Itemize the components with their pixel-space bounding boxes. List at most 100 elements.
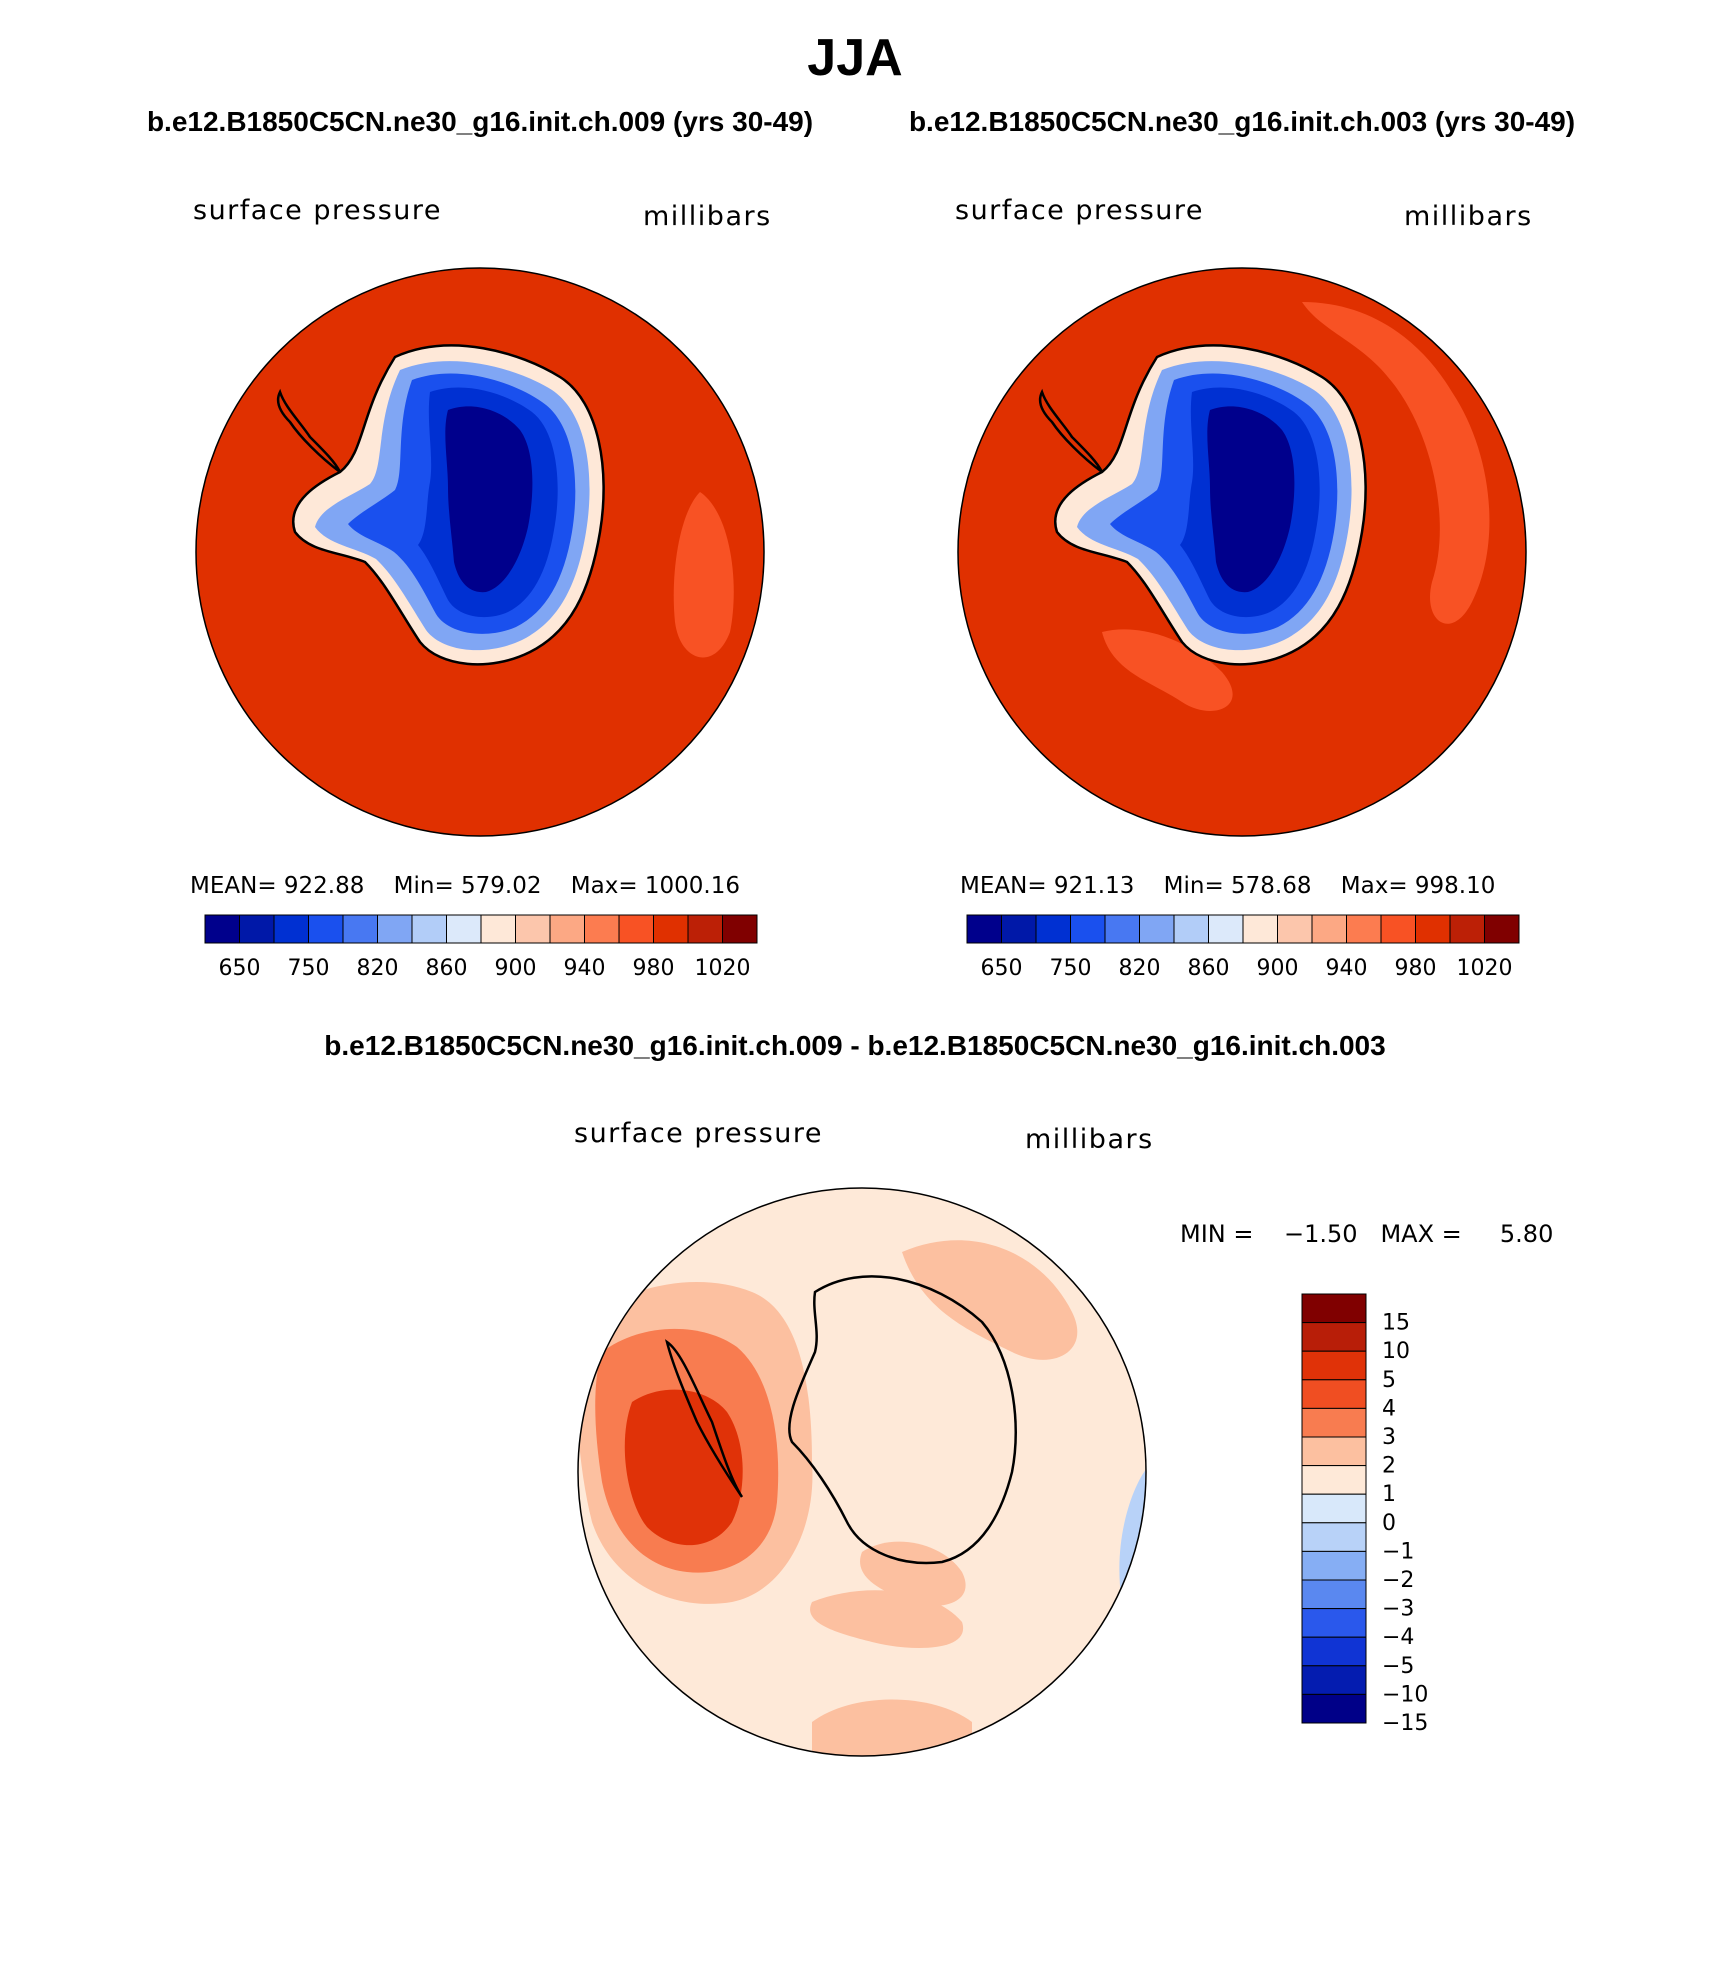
colorbar-swatch bbox=[1001, 914, 1037, 944]
colorbar-swatch bbox=[1070, 914, 1106, 944]
coastline bbox=[276, 344, 605, 666]
colorbar-swatch bbox=[1301, 1379, 1367, 1409]
map-boundary bbox=[957, 267, 1527, 837]
difference-title: b.e12.B1850C5CN.ne30_g16.init.ch.009 - b… bbox=[324, 1030, 1386, 1061]
colorbar-tick-label: 10 bbox=[1382, 1339, 1410, 1364]
colorbar-swatch bbox=[204, 914, 240, 944]
colorbar-tick-label: 3 bbox=[1382, 1425, 1396, 1450]
colorbar-swatch bbox=[1301, 1579, 1367, 1610]
colorbar-tick-label: −10 bbox=[1382, 1682, 1428, 1707]
colorbar-swatch bbox=[1301, 1493, 1367, 1524]
panel-1-case-title: b.e12.B1850C5CN.ne30_g16.init.ch.009 (yr… bbox=[146, 106, 814, 137]
colorbar-swatch bbox=[1301, 1608, 1367, 1638]
colorbar-tick-label: 4 bbox=[1382, 1396, 1396, 1421]
colorbar-swatch bbox=[1208, 914, 1244, 944]
colorbar-tick-label: 1020 bbox=[695, 956, 751, 981]
colorbar-swatch bbox=[966, 914, 1002, 944]
colorbar-swatch bbox=[1449, 914, 1485, 944]
colorbar-swatch bbox=[1301, 1322, 1367, 1352]
colorbar-swatch bbox=[1484, 914, 1520, 944]
pressure-contour bbox=[1102, 629, 1233, 711]
colorbar-tick-label: 900 bbox=[495, 956, 537, 981]
colorbar-swatch bbox=[1311, 914, 1347, 944]
panel-1-max: Max= 1000.16 bbox=[570, 873, 741, 899]
colorbar-swatch bbox=[1301, 1407, 1367, 1438]
difference-contour bbox=[860, 1541, 966, 1606]
colorbar-swatch bbox=[1380, 914, 1416, 944]
colorbar-swatch bbox=[1415, 914, 1451, 944]
difference-contour bbox=[812, 1699, 972, 1756]
colorbar-swatch bbox=[1277, 914, 1313, 944]
colorbar-tick-label: 860 bbox=[1188, 956, 1230, 981]
coastline bbox=[1038, 344, 1367, 666]
colorbar-tick-label: 820 bbox=[357, 956, 399, 981]
colorbar-tick-label: 0 bbox=[1382, 1511, 1396, 1536]
colorbar-tick-label: 750 bbox=[288, 956, 330, 981]
panel-2-min: Min= 578.68 bbox=[1163, 873, 1312, 899]
colorbar-tick-label: 5 bbox=[1382, 1368, 1396, 1393]
colorbar-tick-label: −4 bbox=[1382, 1625, 1414, 1650]
colorbar-tick-label: 980 bbox=[1395, 956, 1437, 981]
panel-2-mean: MEAN= 921.13 bbox=[960, 873, 1135, 899]
colorbar-swatch bbox=[1301, 1350, 1367, 1381]
colorbar-tick-label: 650 bbox=[219, 956, 261, 981]
panel-2-units-label: millibars bbox=[1404, 201, 1533, 232]
colorbar-tick-label: −15 bbox=[1382, 1711, 1428, 1736]
panel-1-min: Min= 579.02 bbox=[393, 873, 542, 899]
colorbar-swatch bbox=[411, 914, 447, 944]
difference-minmax: MIN = −1.50 MAX = 5.80 bbox=[1180, 1220, 1553, 1248]
pressure-contour bbox=[1207, 406, 1295, 593]
colorbar-tick-label: 860 bbox=[426, 956, 468, 981]
panel-2-variable-label: surface pressure bbox=[955, 195, 1204, 226]
colorbar-swatch bbox=[377, 914, 413, 944]
colorbar-swatch bbox=[342, 914, 378, 944]
colorbar-tick-label: 2 bbox=[1382, 1454, 1396, 1479]
map-boundary bbox=[195, 267, 765, 837]
difference-variable-label: surface pressure bbox=[574, 1118, 823, 1149]
panel-1-map bbox=[195, 267, 765, 837]
colorbar-tick-label: 15 bbox=[1382, 1311, 1410, 1336]
map-boundary bbox=[577, 1187, 1147, 1757]
difference-max-value: 5.80 bbox=[1499, 1220, 1554, 1248]
colorbar-swatch bbox=[1035, 914, 1071, 944]
difference-min-value: −1.50 bbox=[1284, 1220, 1358, 1248]
panel-1-mean: MEAN= 922.88 bbox=[190, 873, 365, 899]
colorbar-tick-label: 1 bbox=[1382, 1482, 1396, 1507]
panel-1-stats: MEAN= 922.88 Min= 579.02 Max= 1000.16 bbox=[190, 873, 740, 899]
colorbar-tick-label: 1020 bbox=[1457, 956, 1513, 981]
colorbar-tick-label: 900 bbox=[1257, 956, 1299, 981]
panel-1-units-label: millibars bbox=[643, 201, 772, 232]
panel-2-map bbox=[957, 267, 1527, 837]
colorbar-swatch bbox=[1301, 1522, 1367, 1552]
colorbar-swatch bbox=[1104, 914, 1140, 944]
difference-min-label: MIN = bbox=[1180, 1220, 1254, 1248]
difference-contour bbox=[810, 1590, 964, 1648]
colorbar-swatch bbox=[1301, 1693, 1367, 1724]
colorbar-tick-label: 650 bbox=[981, 956, 1023, 981]
colorbar-swatch bbox=[239, 914, 275, 944]
colorbar-tick-label: 940 bbox=[1326, 956, 1368, 981]
colorbar-swatch bbox=[653, 914, 689, 944]
figure-title: JJA bbox=[807, 29, 903, 87]
difference-units-label: millibars bbox=[1025, 1124, 1154, 1155]
panel-1-variable-label: surface pressure bbox=[193, 195, 442, 226]
colorbar-swatch bbox=[1301, 1636, 1367, 1667]
panel-2-stats: MEAN= 921.13 Min= 578.68 Max= 998.10 bbox=[960, 873, 1495, 899]
colorbar-swatch bbox=[1139, 914, 1175, 944]
colorbar-swatch bbox=[1173, 914, 1209, 944]
colorbar-tick-label: 820 bbox=[1119, 956, 1161, 981]
colorbar-tick-label: 750 bbox=[1050, 956, 1092, 981]
difference-contour bbox=[902, 1240, 1078, 1360]
coastline bbox=[788, 1275, 1017, 1565]
colorbar-tick-label: −5 bbox=[1382, 1654, 1414, 1679]
pressure-contour bbox=[1302, 302, 1490, 624]
colorbar-swatch bbox=[584, 914, 620, 944]
colorbar-tick-label: 940 bbox=[564, 956, 606, 981]
colorbar-swatch bbox=[446, 914, 482, 944]
colorbar-swatch bbox=[1301, 1293, 1367, 1324]
colorbar-tick-label: −1 bbox=[1382, 1539, 1414, 1564]
colorbar-swatch bbox=[1301, 1465, 1367, 1495]
colorbar-tick-label: 980 bbox=[633, 956, 675, 981]
difference-map bbox=[577, 1187, 1147, 1757]
